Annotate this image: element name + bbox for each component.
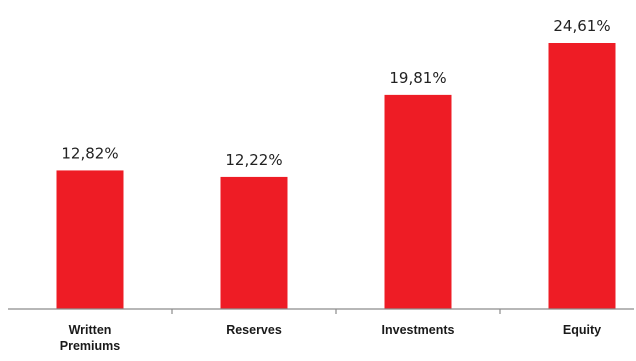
data-label-1: 12,22%	[225, 151, 282, 169]
category-label-line: Written	[69, 323, 112, 337]
category-label-line: Reserves	[226, 323, 282, 337]
category-label-0: Written Premiums	[60, 323, 120, 353]
category-label-line: Investments	[382, 323, 455, 337]
category-labels-group: Written Premiums Reserves Investments Equity	[60, 323, 601, 353]
bars-group	[56, 43, 616, 309]
bar-0	[56, 170, 124, 309]
data-label-3: 24,61%	[553, 17, 610, 35]
bar-3	[548, 43, 616, 309]
bar-1	[220, 176, 288, 309]
data-label-0: 12,82%	[61, 144, 118, 162]
category-label-line: Premiums	[60, 339, 120, 353]
data-label-2: 19,81%	[389, 69, 446, 87]
value-labels-group: 12,82% 12,22% 19,81% 24,61%	[61, 17, 610, 169]
category-label-1: Reserves	[226, 323, 282, 337]
category-label-line: Equity	[563, 323, 601, 337]
category-label-3: Equity	[563, 323, 601, 337]
category-label-2: Investments	[382, 323, 455, 337]
bar-2	[384, 94, 452, 309]
x-axis-ticks-group	[171, 309, 501, 314]
